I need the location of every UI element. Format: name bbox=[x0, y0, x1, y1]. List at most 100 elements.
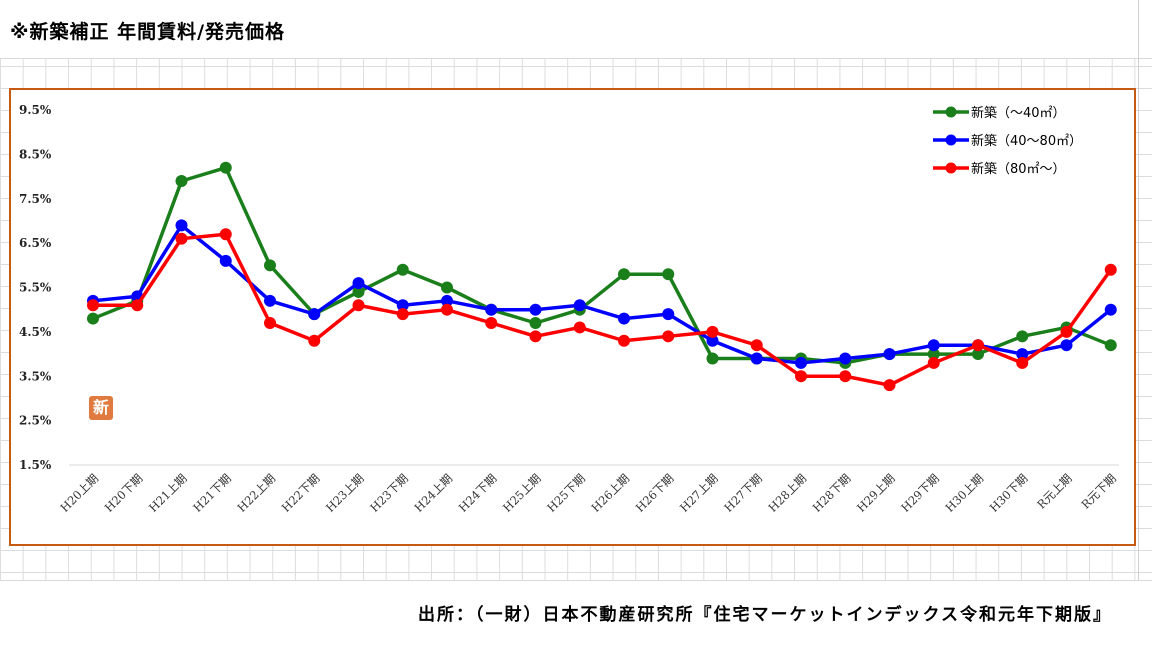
data-point bbox=[883, 379, 896, 392]
legend-swatch-marker bbox=[945, 134, 957, 146]
data-point bbox=[485, 317, 498, 329]
x-tick-label: H28下期 bbox=[810, 471, 854, 515]
data-point bbox=[264, 294, 276, 307]
data-point bbox=[839, 370, 852, 383]
data-point bbox=[883, 348, 896, 361]
data-point bbox=[396, 308, 409, 321]
data-point bbox=[972, 348, 984, 361]
data-point bbox=[1104, 339, 1117, 352]
data-point bbox=[573, 321, 586, 334]
y-tick-label: 4.5% bbox=[19, 325, 52, 339]
data-point bbox=[485, 303, 498, 316]
legend-swatch-marker bbox=[945, 162, 957, 174]
y-tick-label: 5.5% bbox=[19, 281, 52, 295]
footer-band bbox=[0, 580, 1152, 649]
data-point bbox=[529, 303, 542, 316]
data-point bbox=[706, 325, 719, 338]
data-point bbox=[618, 334, 630, 347]
data-point bbox=[219, 254, 232, 267]
data-point bbox=[662, 268, 675, 281]
series-line bbox=[92, 165, 1112, 365]
data-point bbox=[1104, 303, 1117, 316]
y-tick-label: 9.5% bbox=[19, 103, 52, 117]
data-point bbox=[662, 308, 675, 321]
data-point bbox=[87, 312, 99, 325]
x-tick-label: H27上期 bbox=[677, 471, 721, 515]
legend-label: 新築（～40㎡） bbox=[971, 105, 1066, 121]
data-point bbox=[131, 299, 144, 312]
x-tick-label: H24上期 bbox=[412, 471, 456, 515]
x-tick-label: H24下期 bbox=[456, 471, 500, 515]
series-line bbox=[93, 232, 1113, 387]
chart-legend: 新築（～40㎡） 新築（40～80㎡） 新築（80㎡～） bbox=[933, 105, 1082, 177]
data-point bbox=[441, 281, 453, 294]
data-point bbox=[352, 285, 365, 298]
x-tick-label: H20上期 bbox=[58, 471, 102, 515]
x-tick-label: H25下期 bbox=[544, 471, 588, 515]
x-tick-label: H22上期 bbox=[235, 471, 279, 515]
data-point bbox=[441, 294, 453, 307]
x-tick-label: H23下期 bbox=[367, 471, 411, 515]
x-tick-label: H25上期 bbox=[500, 471, 544, 515]
page-title: ※新築補正 年間賃料/発売価格 bbox=[10, 21, 286, 43]
data-point bbox=[308, 334, 321, 347]
data-point bbox=[573, 299, 586, 312]
x-tick-label: H23上期 bbox=[323, 471, 367, 515]
y-tick-label: 6.5% bbox=[19, 236, 52, 250]
data-point bbox=[795, 370, 807, 383]
data-point bbox=[662, 330, 675, 343]
y-tick-label: 3.5% bbox=[19, 369, 52, 383]
data-point bbox=[219, 228, 232, 241]
data-point bbox=[441, 303, 453, 316]
data-point bbox=[529, 330, 542, 343]
y-tick-label: 2.5% bbox=[19, 414, 52, 428]
source-citation: 出所：（一財）日本不動産研究所『住宅マーケットインデックス令和元年下期版』 bbox=[418, 605, 1112, 625]
data-point bbox=[308, 308, 321, 321]
series-line bbox=[92, 223, 1112, 365]
x-tick-label: H29上期 bbox=[854, 471, 898, 515]
data-point bbox=[352, 299, 365, 312]
title-band: ※新築補正 年間賃料/発売価格 bbox=[0, 0, 1152, 59]
data-point bbox=[927, 356, 940, 369]
legend-swatch-marker bbox=[945, 106, 957, 118]
data-point bbox=[795, 356, 807, 369]
data-point bbox=[750, 352, 763, 365]
y-axis: 1.5% 2.5% 3.5% 4.5% 5.5% 6.5% 7.5% 8.5% 9.5% bbox=[19, 103, 1119, 472]
data-point bbox=[264, 259, 276, 272]
x-tick-label: R元上期 bbox=[1034, 471, 1074, 511]
series-lines bbox=[87, 161, 1117, 392]
y-tick-label: 8.5% bbox=[19, 147, 52, 161]
data-point bbox=[750, 339, 763, 352]
data-point bbox=[396, 263, 409, 276]
data-point bbox=[87, 299, 99, 312]
data-point bbox=[1016, 356, 1029, 369]
data-point bbox=[396, 299, 409, 312]
data-point bbox=[1060, 339, 1073, 352]
data-point bbox=[1060, 325, 1073, 338]
data-point bbox=[1016, 330, 1029, 343]
legend-label: 新築（40～80㎡） bbox=[971, 133, 1082, 149]
x-tick-label: H30下期 bbox=[987, 471, 1031, 515]
x-tick-label: H21下期 bbox=[190, 471, 234, 515]
data-point bbox=[1104, 263, 1117, 276]
x-tick-label: H27下期 bbox=[721, 471, 765, 515]
x-tick-label: H26上期 bbox=[589, 471, 633, 515]
data-point bbox=[264, 317, 276, 329]
new-build-badge: 新 bbox=[89, 396, 113, 420]
data-point bbox=[175, 175, 188, 187]
x-axis: H20上期 H20下期 H21上期 H21下期 H22上期 H22下期 H23上期 H23下期… bbox=[58, 471, 1119, 515]
data-point bbox=[927, 348, 940, 361]
data-point bbox=[175, 219, 188, 232]
x-tick-label: H28上期 bbox=[766, 471, 810, 515]
data-point bbox=[1016, 348, 1029, 361]
data-point bbox=[706, 334, 719, 347]
x-tick-label: R元下期 bbox=[1078, 471, 1118, 511]
data-point bbox=[352, 277, 365, 290]
data-point bbox=[219, 161, 232, 174]
data-point bbox=[529, 317, 542, 329]
legend-label: 新築（80㎡～） bbox=[971, 161, 1066, 177]
chart-frame: 1.5% 2.5% 3.5% 4.5% 5.5% 6.5% 7.5% 8.5% 9.5% H20… bbox=[9, 88, 1136, 546]
x-tick-label: H29下期 bbox=[898, 471, 942, 515]
data-point bbox=[972, 339, 984, 352]
column-divider bbox=[1138, 0, 1139, 648]
